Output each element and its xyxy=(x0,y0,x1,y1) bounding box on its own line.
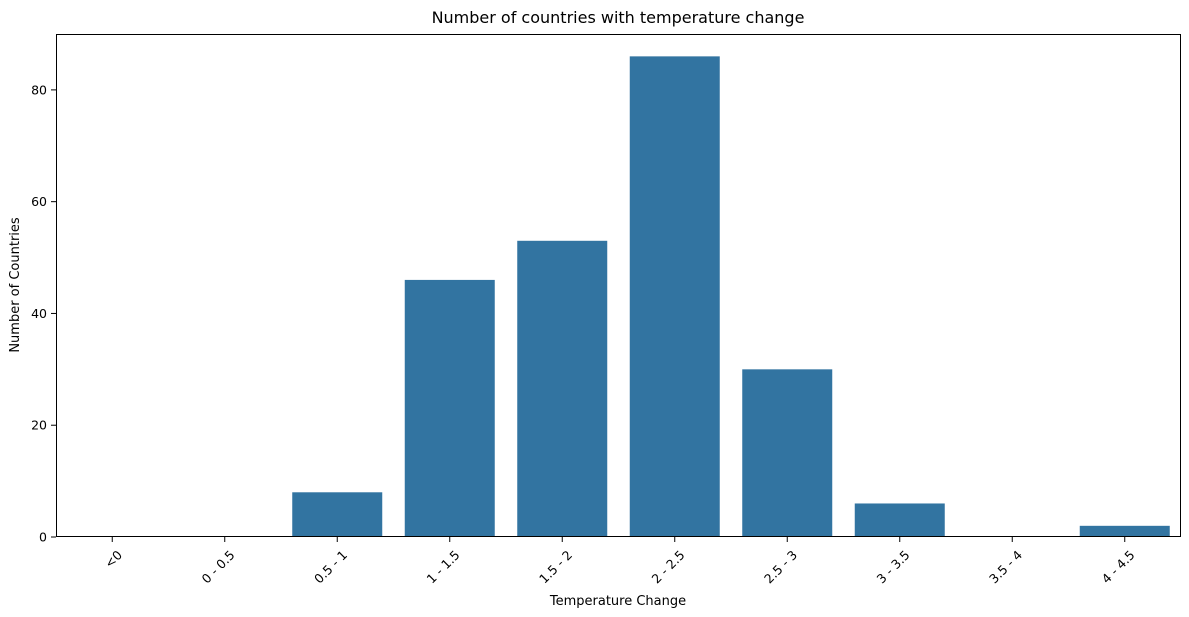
x-axis-label: Temperature Change xyxy=(549,594,686,609)
y-axis-label: Number of Countries xyxy=(8,217,23,353)
x-tick-label-3: 1 - 1.5 xyxy=(424,547,463,586)
bar-4 xyxy=(517,240,608,538)
x-tick-label-2: 0.5 - 1 xyxy=(311,547,350,586)
x-tick-label-4: 1.5 - 2 xyxy=(536,547,575,586)
plot-frame xyxy=(56,34,1181,537)
y-tick-label-2: 40 xyxy=(31,306,47,321)
x-tick-label-0: <0 xyxy=(102,547,126,571)
y-tick-label-3: 60 xyxy=(31,194,47,209)
x-tick-label-9: 4 - 4.5 xyxy=(1099,547,1138,586)
y-axis: 0 20 40 60 80 xyxy=(31,82,56,545)
x-axis: <0 0 - 0.5 0.5 - 1 1 - 1.5 1.5 - 2 2 - 2.5 2.5… xyxy=(102,537,1138,586)
x-tick-label-7: 3 - 3.5 xyxy=(874,547,913,586)
y-tick-label-1: 20 xyxy=(31,418,47,433)
bar-6 xyxy=(742,369,833,537)
bar-7 xyxy=(854,503,945,537)
bar-5 xyxy=(629,56,720,538)
x-tick-label-6: 2.5 - 3 xyxy=(761,547,800,586)
bar-3 xyxy=(404,279,495,537)
y-tick-label-0: 0 xyxy=(39,530,47,545)
bar-2 xyxy=(292,492,383,537)
y-tick-label-4: 80 xyxy=(31,82,47,97)
bars-group xyxy=(292,56,1170,538)
x-tick-label-1: 0 - 0.5 xyxy=(199,547,238,586)
bar-9 xyxy=(1079,525,1170,537)
chart-title: Number of countries with temperature cha… xyxy=(432,8,805,27)
x-tick-label-5: 2 - 2.5 xyxy=(649,547,688,586)
x-tick-label-8: 3.5 - 4 xyxy=(986,547,1025,586)
